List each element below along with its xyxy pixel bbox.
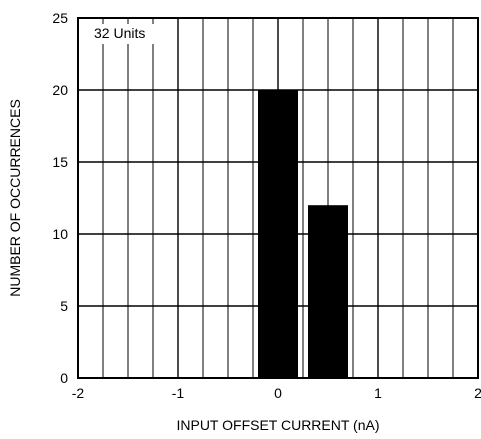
histogram-bar: [308, 205, 348, 378]
y-tick-label: 25: [52, 10, 68, 26]
plot-frame: [77, 17, 479, 379]
annotation-background: [90, 24, 166, 44]
x-tick-label: 1: [374, 385, 382, 401]
y-tick-labels: 0 5 10 15 20 25: [52, 10, 68, 386]
y-tick-label: 0: [60, 370, 68, 386]
x-tick-label: 0: [274, 385, 282, 401]
y-tick-label: 15: [52, 154, 68, 170]
x-tick-label: -2: [72, 385, 85, 401]
x-tick-labels: -2 -1 0 1 2: [72, 385, 481, 401]
histogram-bar: [258, 90, 298, 378]
units-annotation: 32 Units: [94, 25, 145, 41]
x-tick-label: -1: [172, 385, 185, 401]
x-tick-label: 2: [474, 385, 481, 401]
x-axis-title: INPUT OFFSET CURRENT (nA): [176, 417, 379, 433]
y-tick-label: 5: [60, 298, 68, 314]
y-tick-label: 10: [52, 226, 68, 242]
y-tick-label: 20: [52, 82, 68, 98]
bars: [258, 90, 348, 378]
y-axis-title: NUMBER OF OCCURRENCES: [7, 99, 23, 297]
